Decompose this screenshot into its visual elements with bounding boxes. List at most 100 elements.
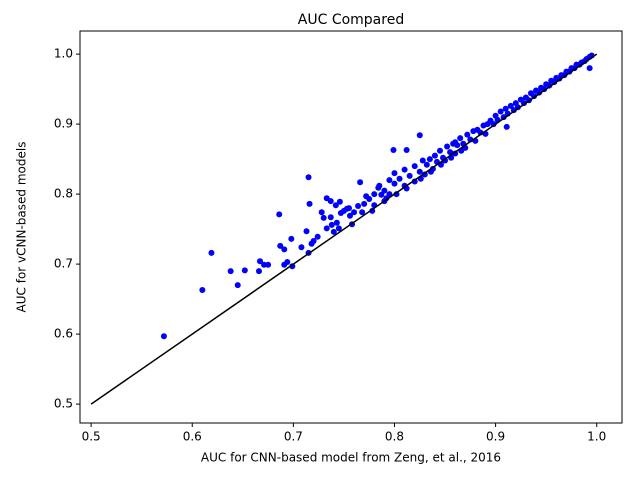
point [351, 209, 358, 216]
y-tick-label: 0.8 [54, 187, 73, 201]
point [536, 89, 543, 96]
y-tick-label: 0.9 [54, 117, 73, 131]
point [359, 209, 366, 216]
plot-frame [79, 30, 623, 424]
chart-title: AUC Compared [298, 12, 404, 28]
point [327, 214, 334, 221]
point [442, 157, 449, 164]
point [586, 65, 593, 72]
y-tick-label: 0.7 [54, 257, 73, 271]
point [241, 267, 248, 274]
point [546, 82, 553, 89]
point [531, 93, 538, 100]
point [255, 268, 262, 275]
point [502, 105, 509, 112]
point [391, 180, 398, 187]
point [419, 157, 426, 164]
point [303, 228, 310, 235]
point [411, 178, 418, 185]
point [507, 102, 514, 109]
x-tick-label: 0.5 [82, 430, 101, 444]
point [330, 228, 337, 235]
point [328, 221, 335, 228]
point [366, 196, 373, 202]
point [423, 161, 430, 168]
y-tick-label: 0.5 [54, 397, 73, 411]
point [416, 168, 423, 175]
point [288, 235, 295, 242]
point [335, 225, 342, 232]
point [234, 282, 241, 289]
point [406, 172, 413, 179]
point [390, 147, 397, 153]
point [314, 233, 321, 240]
point [227, 268, 234, 275]
point [327, 198, 334, 205]
x-axis-label: AUC for CNN-based model from Zeng, et al… [201, 451, 501, 465]
point [318, 209, 325, 216]
point [401, 166, 408, 173]
point [298, 244, 305, 251]
point [500, 114, 507, 121]
point [277, 242, 284, 249]
point [421, 171, 428, 178]
reference-line [90, 53, 598, 405]
x-tick-label: 0.8 [385, 430, 404, 444]
point [276, 211, 283, 218]
point [369, 207, 376, 214]
point [265, 261, 272, 268]
point [199, 287, 206, 293]
point [426, 156, 433, 163]
point [381, 187, 388, 194]
point [391, 170, 398, 177]
point [256, 258, 263, 265]
point [386, 177, 393, 184]
y-tick-label: 0.6 [54, 327, 73, 341]
y-axis-label: AUC for vCNN-based models [15, 142, 29, 313]
point [497, 108, 504, 115]
point [208, 249, 215, 256]
point [333, 219, 340, 226]
point [444, 143, 451, 150]
point [431, 152, 438, 159]
point [310, 238, 317, 244]
point [345, 205, 352, 212]
point [490, 121, 497, 128]
point [289, 263, 296, 270]
y-tick-label: 1.0 [54, 47, 73, 61]
point [396, 175, 403, 182]
point [160, 333, 167, 340]
point [306, 200, 313, 207]
point [393, 191, 400, 198]
x-tick-label: 0.6 [183, 430, 202, 444]
point [305, 174, 312, 181]
point [403, 147, 410, 153]
point [378, 191, 385, 198]
point [503, 123, 510, 130]
point [386, 191, 393, 198]
point [514, 104, 521, 111]
x-tick-label: 1.0 [587, 430, 606, 444]
point [411, 163, 418, 170]
x-tick-label: 0.9 [486, 430, 505, 444]
point [355, 203, 362, 209]
point [346, 212, 353, 219]
point [436, 147, 443, 154]
point [447, 149, 454, 156]
point [452, 150, 459, 157]
point [454, 142, 461, 149]
point [371, 191, 378, 198]
point [281, 246, 288, 253]
point [320, 214, 327, 221]
point [457, 135, 464, 142]
point [357, 179, 364, 186]
point [520, 100, 527, 107]
point [376, 182, 383, 189]
point [284, 259, 291, 265]
point [416, 132, 423, 139]
point [332, 202, 339, 209]
point [323, 225, 330, 232]
point [541, 86, 548, 93]
point [361, 200, 368, 207]
